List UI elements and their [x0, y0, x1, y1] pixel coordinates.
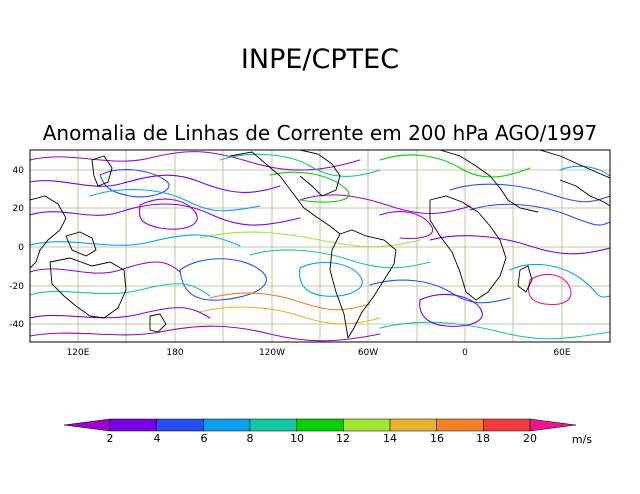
colorbar-tick-label: 6 — [201, 432, 208, 445]
y-tick-label: 40 — [13, 166, 25, 176]
colorbar-tick-label: 2 — [107, 432, 114, 445]
colorbar-tick-label: 14 — [383, 432, 397, 445]
colorbar-swatch — [343, 418, 391, 432]
colorbar-swatch — [249, 418, 297, 432]
colorbar-tick-label: 20 — [523, 432, 537, 445]
map-frame — [29, 149, 611, 343]
colorbar-swatch — [296, 418, 344, 432]
colorbar: 2 4 6 8 10 12 14 16 18 20 m/s — [63, 418, 592, 446]
colorbar-tick-label: 8 — [247, 432, 254, 445]
colorbar-cap-low — [63, 418, 111, 432]
x-tick-label: 120W — [259, 348, 285, 358]
colorbar-tick-label: 12 — [336, 432, 350, 445]
colorbar-swatch — [483, 418, 531, 432]
x-tick-label: 180 — [166, 348, 183, 358]
colorbar-swatches — [63, 418, 577, 432]
x-tick-label: 120E — [67, 348, 90, 358]
y-tick-label: -40 — [9, 320, 24, 330]
colorbar-tick-label: 10 — [290, 432, 304, 445]
colorbar-units: m/s — [572, 433, 592, 446]
colorbar-swatch — [389, 418, 437, 432]
org-title: INPE/CPTEC — [241, 44, 399, 75]
coastlines — [30, 150, 610, 339]
y-axis-labels: 40 20 0 -20 -40 — [9, 166, 24, 330]
x-tick-label: 0 — [462, 348, 468, 358]
x-tick-label: 60E — [553, 348, 570, 358]
y-tick-label: 0 — [18, 243, 24, 253]
colorbar-cap-high — [529, 418, 577, 432]
colorbar-tick-label: 4 — [154, 432, 161, 445]
colorbar-swatch — [436, 418, 484, 432]
y-tick-label: -20 — [9, 282, 24, 292]
colorbar-tick-label: 18 — [476, 432, 490, 445]
colorbar-tick-labels: 2 4 6 8 10 12 14 16 18 20 — [107, 432, 538, 445]
graticule — [30, 150, 610, 342]
colorbar-swatch — [156, 418, 204, 432]
colorbar-tick-label: 16 — [430, 432, 444, 445]
x-tick-label: 60W — [358, 348, 378, 358]
chart-title: Anomalia de Linhas de Corrente em 200 hP… — [43, 121, 598, 145]
streamlines — [30, 151, 610, 342]
colorbar-swatch — [109, 418, 157, 432]
x-axis-labels: 120E 180 120W 60W 0 60E — [67, 348, 571, 358]
colorbar-swatch — [203, 418, 251, 432]
map-panel: 40 20 0 -20 -40 120E 180 120W 60W 0 60E — [9, 149, 611, 358]
y-tick-label: 20 — [13, 204, 25, 214]
